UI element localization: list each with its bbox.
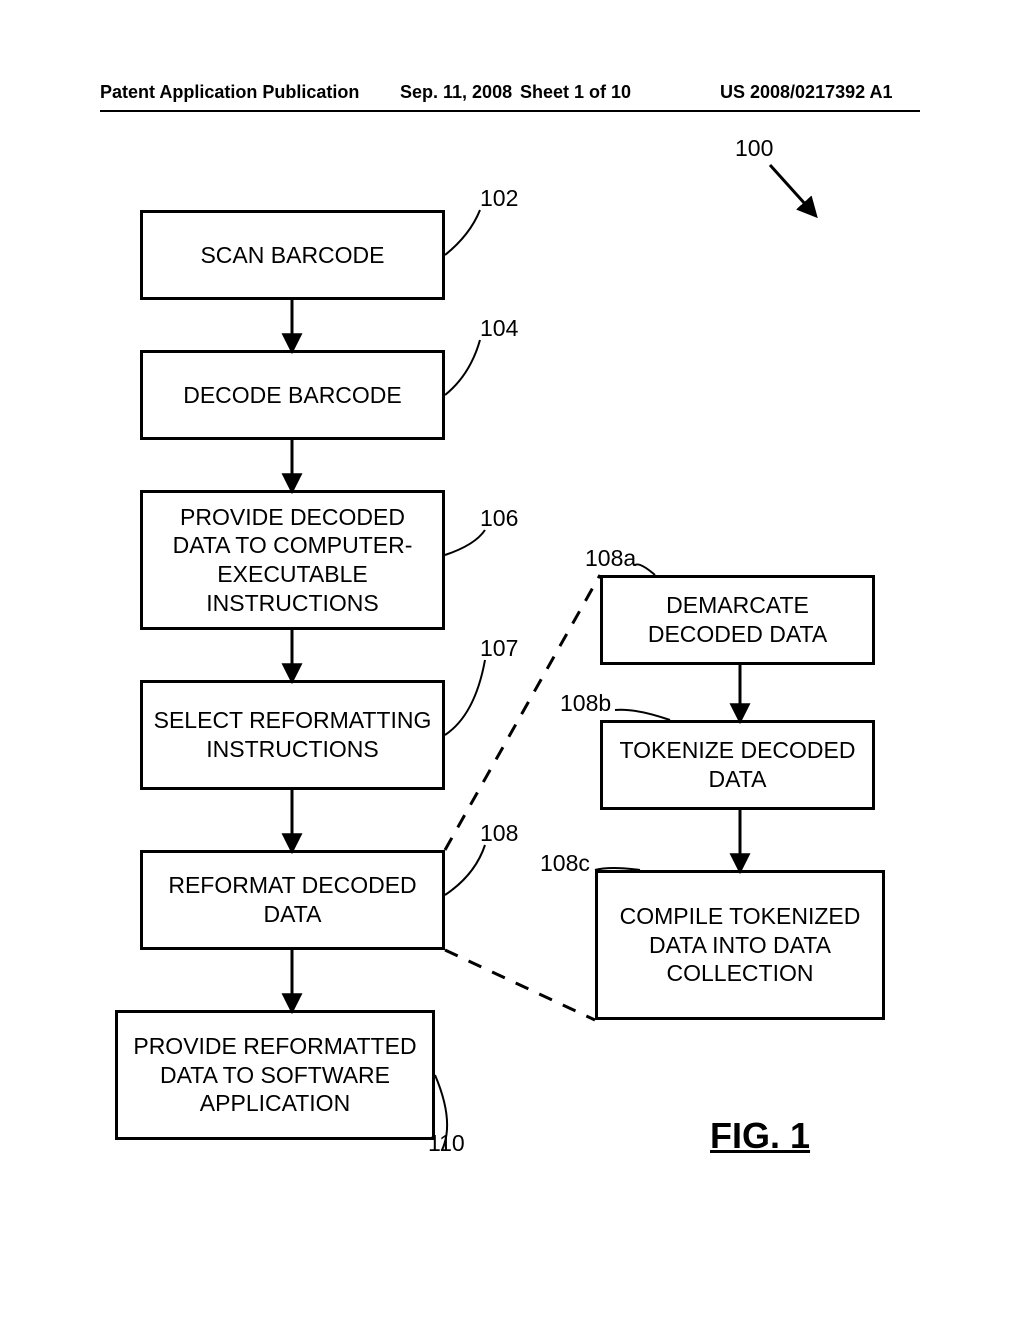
box-label: REFORMAT DECODED DATA [153, 871, 432, 929]
box-label: PROVIDE DECODED DATA TO COMPUTER-EXECUTA… [153, 503, 432, 618]
ref-108: 108 [480, 820, 518, 847]
page-header: Patent Application Publication Sep. 11, … [0, 82, 1024, 112]
box-reformat-decoded: REFORMAT DECODED DATA [140, 850, 445, 950]
box-label: COMPILE TOKENIZED DATA INTO DATA COLLECT… [608, 902, 872, 988]
box-scan-barcode: SCAN BARCODE [140, 210, 445, 300]
ref-108c: 108c [540, 850, 590, 877]
ref-102: 102 [480, 185, 518, 212]
box-label: DECODE BARCODE [183, 381, 402, 410]
box-label: DEMARCATE DECODED DATA [613, 591, 862, 649]
box-label: TOKENIZE DECODED DATA [613, 736, 862, 794]
box-provide-reformatted: PROVIDE REFORMATTED DATA TO SOFTWARE APP… [115, 1010, 435, 1140]
box-label: SELECT REFORMATTING INSTRUCTIONS [153, 706, 432, 764]
header-rule [100, 110, 920, 112]
ref-107: 107 [480, 635, 518, 662]
page: Patent Application Publication Sep. 11, … [0, 0, 1024, 1320]
pub-number: US 2008/0217392 A1 [720, 82, 892, 103]
box-compile: COMPILE TOKENIZED DATA INTO DATA COLLECT… [595, 870, 885, 1020]
sheet-num: Sheet 1 of 10 [520, 82, 631, 103]
box-provide-decoded: PROVIDE DECODED DATA TO COMPUTER-EXECUTA… [140, 490, 445, 630]
ref-106: 106 [480, 505, 518, 532]
pub-type: Patent Application Publication [100, 82, 359, 103]
box-demarcate: DEMARCATE DECODED DATA [600, 575, 875, 665]
ref-108b: 108b [560, 690, 611, 717]
box-label: PROVIDE REFORMATTED DATA TO SOFTWARE APP… [128, 1032, 422, 1118]
figure-label: FIG. 1 [710, 1115, 810, 1157]
ref-100: 100 [735, 135, 773, 162]
box-decode-barcode: DECODE BARCODE [140, 350, 445, 440]
ref-110: 110 [428, 1130, 465, 1157]
box-select-reformatting: SELECT REFORMATTING INSTRUCTIONS [140, 680, 445, 790]
ref-108a: 108a [585, 545, 636, 572]
ref-104: 104 [480, 315, 518, 342]
pub-date: Sep. 11, 2008 [400, 82, 512, 103]
box-tokenize: TOKENIZE DECODED DATA [600, 720, 875, 810]
box-label: SCAN BARCODE [200, 241, 384, 270]
